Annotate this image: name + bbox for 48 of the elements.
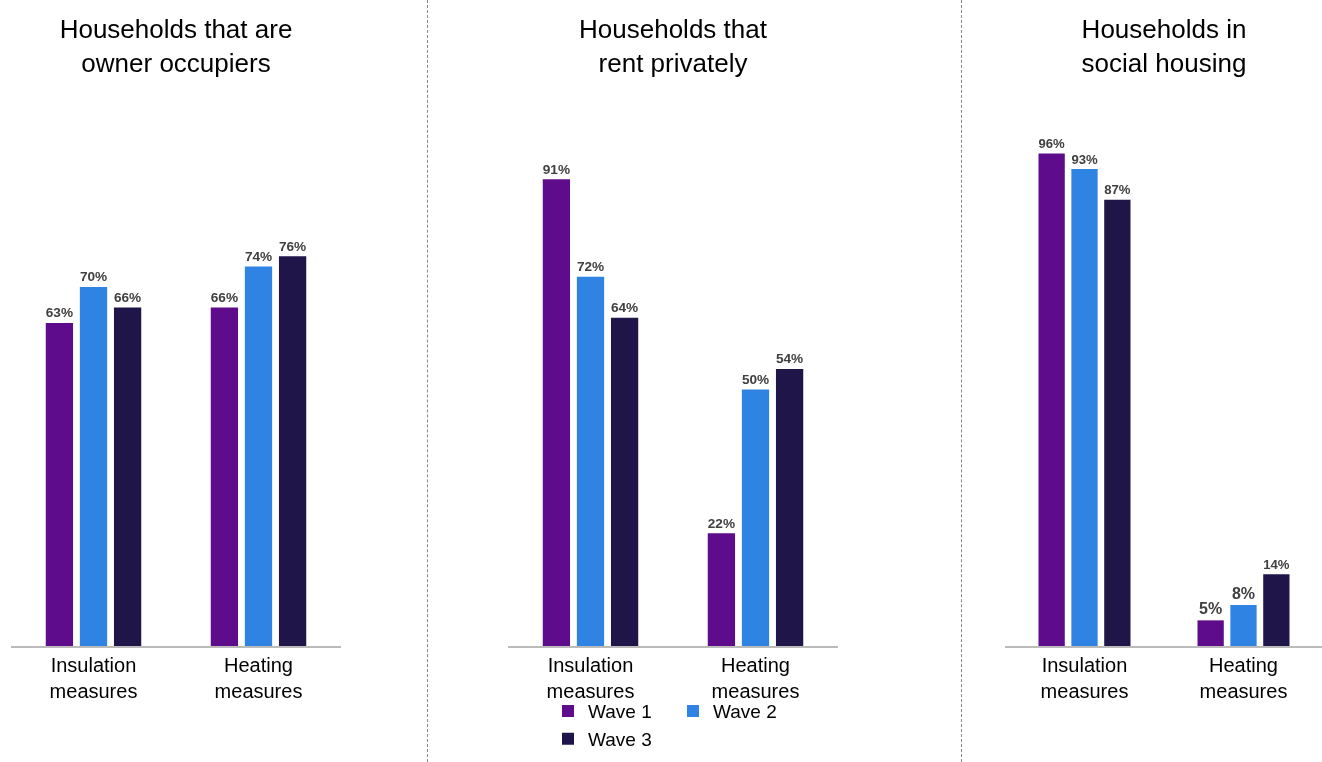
- bar: [1263, 574, 1290, 646]
- chart-title: Households that are owner occupiers: [59, 14, 293, 78]
- bar: [610, 317, 639, 646]
- bar: [210, 307, 239, 646]
- data-label: 66%: [210, 289, 239, 305]
- x-tick-label: Insulation measures: [546, 654, 635, 702]
- x-tick-label: Insulation measures: [1040, 654, 1129, 702]
- data-label: 87%: [1104, 182, 1131, 198]
- bar: [741, 389, 770, 646]
- data-label: 70%: [79, 269, 108, 285]
- bar: [244, 266, 273, 646]
- chart-title: Households that rent privately: [579, 14, 768, 78]
- bar: [1038, 153, 1065, 646]
- x-tick-label: Heating measures: [711, 654, 800, 702]
- data-label: 50%: [741, 371, 770, 387]
- legend-label: Wave 1: [588, 701, 652, 723]
- bar: [542, 179, 571, 646]
- x-tick-label: Insulation measures: [49, 654, 138, 702]
- legend-label: Wave 2: [713, 701, 777, 723]
- data-label: 63%: [45, 305, 74, 321]
- x-tick-label: Heating measures: [1199, 654, 1288, 702]
- bar: [1071, 169, 1098, 646]
- x-tick-label: Heating measures: [214, 654, 303, 702]
- data-label: 54%: [775, 351, 804, 367]
- bar: [1230, 604, 1257, 646]
- data-label: 5%: [1199, 600, 1223, 618]
- bar: [775, 369, 804, 646]
- data-label: 93%: [1071, 151, 1098, 167]
- bar: [1104, 199, 1131, 646]
- bar: [576, 276, 605, 646]
- data-label: 72%: [576, 259, 605, 275]
- data-label: 8%: [1231, 584, 1256, 602]
- data-label: 91%: [542, 161, 571, 177]
- bar: [113, 307, 142, 646]
- bar: [45, 322, 74, 646]
- data-label: 74%: [244, 248, 273, 264]
- data-label: 64%: [610, 300, 639, 316]
- bar: [278, 256, 307, 646]
- bar: [79, 286, 108, 646]
- bar: [707, 533, 736, 646]
- bar: [1197, 620, 1224, 646]
- legend-label: Wave 3: [588, 729, 652, 751]
- data-label: 14%: [1263, 556, 1290, 572]
- data-label: 96%: [1038, 136, 1066, 152]
- data-label: 66%: [113, 289, 142, 305]
- chart-title: Households in social housing: [1081, 14, 1247, 78]
- data-label: 76%: [278, 238, 307, 254]
- data-label: 22%: [707, 515, 736, 531]
